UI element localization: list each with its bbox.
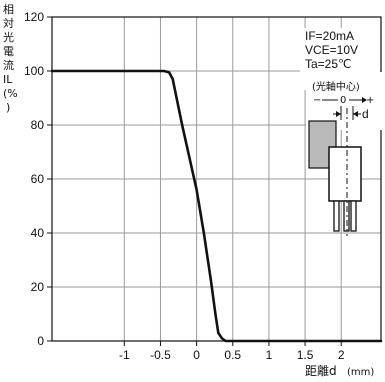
inset-zero-label: 0 (340, 95, 346, 106)
inset-lead-1 (333, 200, 340, 232)
y-axis-label: 相 対 光 電 流 IL (% ) (3, 3, 18, 114)
conditions: IF=20mA VCE=10V Ta=25℃ (305, 29, 358, 71)
x-tick-label: -0.5 (150, 348, 171, 362)
inset-lead-3 (350, 200, 357, 232)
inset-minus-sign: − (313, 95, 321, 106)
inset-background (306, 72, 382, 130)
plot-frame (51, 16, 382, 342)
x-axis-label: 距離d (mm) (305, 364, 374, 378)
y-label-char: ) (6, 101, 10, 114)
y-label-char: 電 (3, 45, 14, 58)
condition-vce: VCE=10V (305, 43, 358, 57)
y-tick-label: 20 (31, 280, 45, 294)
y-tick-label: 100 (24, 64, 44, 78)
x-tick-label: 2 (338, 348, 345, 362)
x-tick-label: -1 (119, 348, 130, 362)
inset-title: (光軸中心) (312, 80, 360, 93)
inset-plus-sign: + (366, 95, 374, 106)
tick-labels: 0 20 40 60 80 100 120 -1 -0.5 0 0.5 1 1.5 2 (24, 10, 345, 362)
y-label-char: 光 (3, 30, 14, 44)
x-tick-label: 1 (266, 348, 273, 362)
y-label-char: 相 (3, 3, 14, 16)
condition-ta: Ta=25℃ (305, 57, 352, 71)
x-label-text: 距離d (305, 364, 337, 378)
y-label-char: (% (3, 87, 18, 100)
y-label-char: 対 (3, 16, 14, 30)
x-tick-label: 1.5 (297, 348, 314, 362)
y-tick-label: 60 (31, 172, 45, 186)
y-label-char: IL (3, 73, 13, 86)
x-tick-label: 0 (193, 348, 200, 362)
condition-if: IF=20mA (305, 29, 354, 43)
x-tick-label: 0.5 (224, 348, 241, 362)
series-line (50, 69, 383, 343)
y-tick-label: 80 (31, 118, 45, 132)
axes (47, 16, 382, 346)
y-tick-label: 40 (31, 226, 45, 240)
inset-diagram: (光軸中心) − 0 + d (306, 72, 382, 236)
inset-sensor-body (328, 146, 362, 202)
inset-d-label: d (362, 107, 369, 121)
inset-right-arrow-head (362, 97, 367, 103)
x-unit-text: (mm) (347, 367, 374, 378)
inset-d-arrowhead-left (336, 111, 341, 117)
y-label-char: 流 (3, 58, 14, 72)
inset-d-arrowhead-right (353, 111, 358, 117)
y-tick-label: 0 (37, 334, 44, 348)
y-tick-label: 120 (24, 10, 44, 24)
